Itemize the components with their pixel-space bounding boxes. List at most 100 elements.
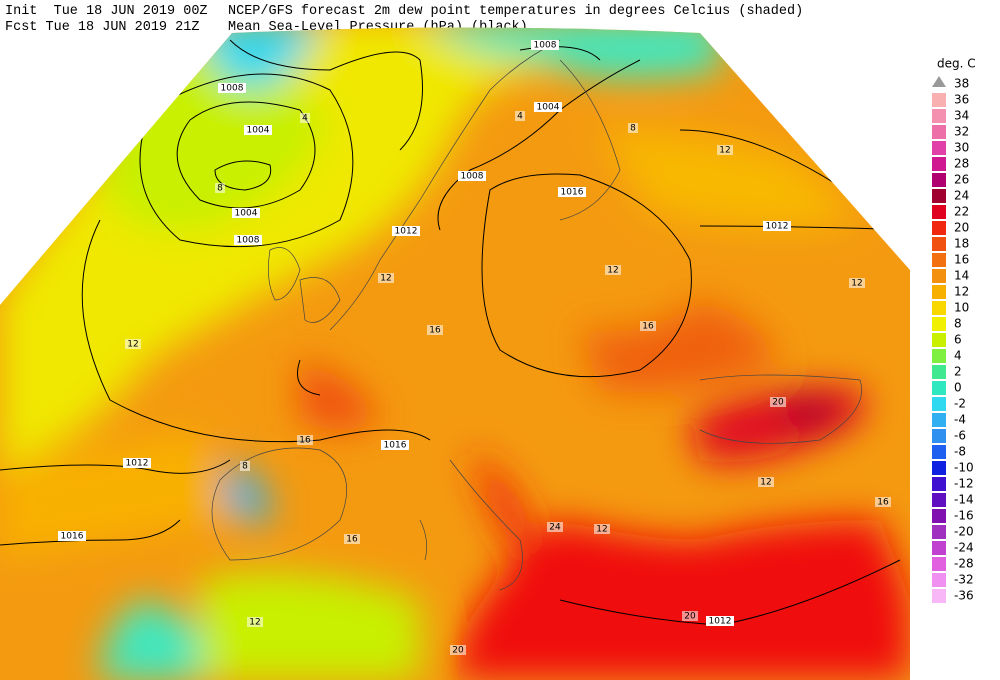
dewpoint-label-bg (427, 325, 443, 335)
isobar-label-bg (392, 226, 420, 236)
legend-label: 4 (954, 349, 962, 363)
legend-swatch (932, 493, 946, 507)
legend-swatch (932, 189, 946, 203)
isobar-label: 1012 (395, 227, 418, 237)
dewpoint-label: 20 (772, 398, 784, 408)
legend-swatch (932, 285, 946, 299)
dewpoint-label: 16 (429, 326, 441, 336)
dewpoint-label-bg (547, 522, 563, 532)
legend-title: deg. C (937, 57, 976, 71)
isobar-label-bg (232, 208, 260, 218)
dewpoint-label: 16 (299, 436, 311, 446)
legend-swatch (932, 125, 946, 139)
dewpoint-label-bg (240, 461, 250, 471)
legend-label: 36 (954, 93, 969, 107)
isobar-label: 1016 (384, 441, 407, 451)
dewpoint-label: 12 (760, 478, 771, 488)
legend-label: -2 (954, 397, 966, 411)
legend-swatch (932, 93, 946, 107)
contour-labels: 1008 1004 1004 1008 1008 1004 1008 1012 1016 1012… (58, 40, 891, 656)
legend-label: 12 (954, 285, 969, 299)
dewpoint-label: 16 (642, 322, 654, 332)
legend-label: 22 (954, 205, 969, 219)
dewpoint-label-bg (875, 497, 891, 507)
legend-label: -16 (954, 509, 974, 523)
isobar-label-bg (558, 187, 586, 197)
legend-swatch (932, 445, 946, 459)
init-time: Init Tue 18 JUN 2019 00Z (5, 4, 208, 19)
legend-swatch (932, 317, 946, 331)
dewpoint-label: 24 (549, 523, 561, 533)
dewpoint-label-bg (640, 321, 656, 331)
dewpoint-label-bg (717, 145, 733, 155)
dewpoint-label: 16 (877, 498, 889, 508)
legend-label: 38 (954, 77, 969, 91)
legend-swatch (932, 221, 946, 235)
isobar-label-bg (531, 40, 559, 50)
dewpoint-label-bg (682, 611, 698, 621)
map-area: 1008 1004 1004 1008 1008 1004 1008 1012 1016 1012… (0, 27, 910, 680)
legend-label: -12 (954, 477, 974, 491)
legend-swatch (932, 301, 946, 315)
legend-swatch (932, 573, 946, 587)
legend-label: -6 (954, 429, 966, 443)
dewpoint-label: 12 (127, 340, 138, 350)
isobar-label: 1008 (237, 236, 260, 246)
dewpoint-label-bg (849, 278, 865, 288)
dewpoint-label-bg (378, 273, 394, 283)
dewpoint-label: 16 (346, 535, 358, 545)
legend-label: 18 (954, 237, 969, 251)
legend-label: 26 (954, 173, 969, 187)
dewpoint-label-bg (297, 435, 313, 445)
isobar-label: 1008 (534, 41, 557, 51)
dewpoint-label-bg (125, 339, 141, 349)
legend-swatch (932, 429, 946, 443)
legend-label: -28 (954, 557, 974, 571)
isobar-label: 1012 (126, 459, 149, 469)
dewpoint-label-bg (450, 645, 466, 655)
legend-label: 24 (954, 189, 969, 203)
forecast-time: Fcst Tue 18 JUN 2019 21Z (5, 20, 199, 35)
isobar-label: 1016 (61, 532, 84, 542)
legend-swatch (932, 509, 946, 523)
legend-label: 34 (954, 109, 969, 123)
legend-label: -24 (954, 541, 974, 555)
legend-swatch (932, 413, 946, 427)
legend-swatch (932, 109, 946, 123)
legend-label: -8 (954, 445, 966, 459)
dewpoint-label: 12 (380, 274, 391, 284)
legend-swatch (932, 365, 946, 379)
legend-label: 30 (954, 141, 969, 155)
legend-label: 6 (954, 333, 962, 347)
dewpoint-label: 12 (719, 146, 730, 156)
legend-swatch (932, 237, 946, 251)
coastlines (211, 39, 862, 591)
legend-label: 14 (954, 269, 969, 283)
dewpoint-label-bg (215, 183, 225, 193)
legend-label: -20 (954, 525, 974, 539)
legend-label: 8 (954, 317, 962, 331)
isobar-label: 1016 (561, 188, 584, 198)
legend-label: -10 (954, 461, 974, 475)
legend-swatch (932, 525, 946, 539)
legend-label: 0 (954, 381, 962, 395)
legend-swatch (932, 461, 946, 475)
legend-label: -36 (954, 589, 974, 603)
dewpoint-label: 4 (517, 112, 523, 122)
isobar-label-bg (234, 235, 262, 245)
legend-swatch (932, 333, 946, 347)
legend-label: 16 (954, 253, 969, 267)
legend-swatch (932, 141, 946, 155)
isobar-label-bg (244, 125, 272, 135)
legend: deg. C 383634323028262422201816141210864… (932, 57, 976, 603)
dewpoint-label-bg (247, 617, 263, 627)
isobar-label: 1012 (709, 617, 732, 627)
isobar-label: 1004 (247, 126, 270, 136)
legend-swatch (932, 269, 946, 283)
isobar-label: 1008 (221, 84, 244, 94)
dewpoint-label-bg (605, 265, 621, 275)
dewpoint-label-bg (344, 534, 360, 544)
legend-swatch (932, 477, 946, 491)
legend-label: 10 (954, 301, 969, 315)
